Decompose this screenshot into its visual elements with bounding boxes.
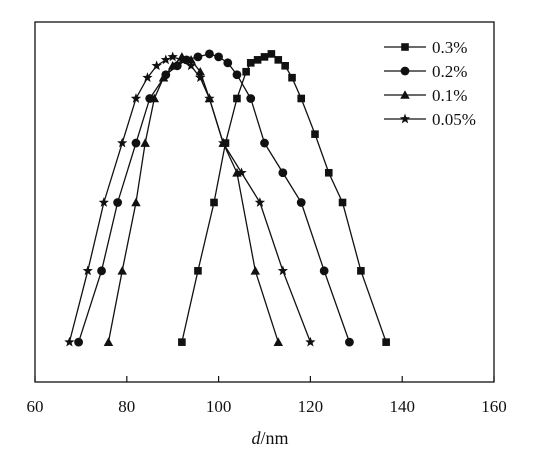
x-ticks: 60 80 100 120 140 160 [27,376,507,416]
data-point-circle [74,337,84,347]
data-point-star [305,336,316,347]
x-tick-label: 80 [118,397,135,416]
data-point-star [130,93,142,103]
data-point-circle [296,198,306,207]
data-point-square [288,73,296,82]
data-point-circle [278,168,288,178]
data-point-triangle [140,138,150,147]
data-point-square [297,94,306,103]
data-point-square [233,94,241,103]
x-axis-label: d/nm [251,428,288,448]
legend: 0.3% 0.2% 0.1% 0.05% [384,38,476,129]
data-point-star [195,72,206,83]
data-point-star [98,197,109,207]
data-point-triangle [186,55,196,64]
x-tick-label: 160 [481,397,507,416]
legend-label: 0.2% [432,62,467,81]
plot-frame [34,21,495,383]
data-point-triangle [167,61,178,70]
data-point-triangle [158,72,169,82]
data-point-circle [97,266,106,276]
data-point-circle [193,52,203,62]
data-point-triangle [131,197,141,207]
data-point-star [82,265,93,276]
data-point-star [142,72,153,83]
data-point-square [210,198,218,207]
legend-item: 0.1% [384,86,467,105]
legend-item: 0.2% [384,62,467,81]
data-point-star [277,265,288,276]
data-point-square [194,267,202,275]
data-point-star [204,93,215,103]
legend-label: 0.3% [432,38,467,57]
data-point-circle [345,337,354,347]
data-point-square [178,338,186,346]
data-point-triangle [149,93,160,103]
data-point-square [246,59,255,67]
series-line [68,56,312,343]
x-tick-label: 100 [206,397,232,416]
legend-marker-square [401,43,409,51]
x-tick-label: 120 [298,397,324,416]
series-triangle [103,52,284,346]
x-tick-label: 60 [27,397,44,416]
legend-marker-star [399,113,411,124]
data-point-square [357,267,365,275]
data-point-square [311,130,319,138]
data-point-triangle [117,266,127,275]
x-axis-label-italic: d [251,428,261,448]
legend-label: 0.1% [432,86,467,105]
data-point-triangle [103,337,114,346]
data-point-triangle [250,266,261,275]
legend-marker-triangle [400,90,410,99]
series-layer [64,49,390,347]
data-point-square [242,67,250,76]
data-point-circle [205,49,214,59]
data-point-square [267,50,276,58]
data-point-square [260,53,269,61]
x-tick-label: 140 [389,397,415,416]
data-point-star [254,197,266,207]
x-axis-label-unit: /nm [260,428,288,448]
data-point-star [218,137,229,148]
legend-item: 0.3% [384,38,467,57]
data-point-triangle [195,66,205,76]
data-point-square [338,198,347,207]
legend-item: 0.05% [384,110,476,129]
data-point-circle [131,138,141,148]
series-star [64,51,316,347]
data-point-circle [232,70,242,80]
data-point-square [281,62,289,70]
data-point-star [151,60,162,71]
data-point-circle [246,94,256,103]
data-point-star [64,336,75,347]
data-point-triangle [273,337,284,346]
data-point-circle [113,198,123,207]
data-point-star [236,167,247,178]
data-point-star [160,54,171,65]
data-point-square [274,56,283,64]
legend-marker-circle [400,66,410,76]
data-point-star [167,51,178,62]
data-point-star [117,137,128,148]
data-point-star [185,60,197,71]
data-point-square [253,56,262,64]
data-point-star [176,54,188,65]
data-point-circle [214,52,224,62]
data-point-circle [319,266,329,276]
data-point-square [382,338,390,346]
data-point-square [324,168,333,177]
legend-label: 0.05% [432,110,476,129]
data-point-circle [223,58,233,68]
data-point-circle [260,138,269,148]
